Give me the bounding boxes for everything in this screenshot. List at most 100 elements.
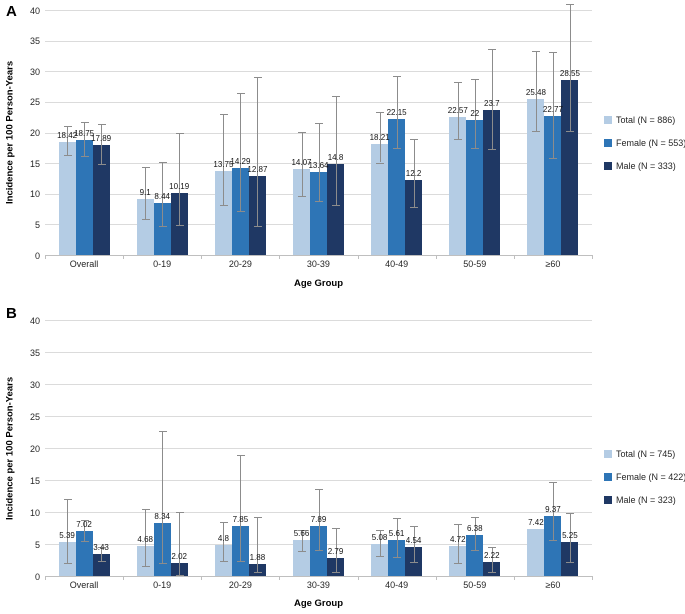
category-label: ≥60 — [545, 580, 561, 590]
error-bar-cap-bottom — [315, 549, 323, 551]
y-tick-label: 20 — [29, 443, 40, 454]
error-bar-cap-top — [253, 77, 262, 79]
value-label: 2.79 — [327, 547, 344, 557]
error-bar-cap-top — [488, 546, 497, 548]
error-bar-line — [413, 526, 415, 562]
error-bar-cap-bottom — [488, 149, 497, 150]
legend-label: Female (N = 553) — [616, 138, 685, 148]
value-label: 4.68 — [137, 535, 153, 544]
value-label: 17.89 — [91, 134, 112, 144]
error-bar-cap-top — [315, 489, 323, 490]
legend-label: Male (N = 333) — [616, 161, 676, 171]
value-label: 5.39 — [59, 530, 75, 540]
bar — [466, 535, 484, 576]
error-bar-cap-bottom — [566, 561, 575, 563]
bar — [527, 98, 545, 255]
error-bar-cap-bottom — [549, 540, 558, 542]
gridline — [45, 448, 592, 449]
value-label: 18.75 — [74, 129, 95, 139]
error-bar-line — [569, 512, 571, 562]
error-bar-cap-top — [97, 546, 106, 548]
x-axis-tick — [435, 255, 437, 259]
value-label: 28.55 — [559, 69, 580, 79]
value-label: 22.57 — [447, 105, 468, 115]
error-bar-cap-bottom — [158, 562, 167, 564]
error-bar-cap-bottom — [376, 556, 385, 558]
error-bar-cap-bottom — [566, 131, 575, 133]
bar — [544, 516, 562, 576]
value-label: 4.54 — [405, 535, 422, 545]
error-bar-cap-top — [332, 528, 340, 529]
legend-swatch — [604, 496, 612, 504]
error-bar-cap-bottom — [315, 201, 323, 203]
y-tick-label: 25 — [29, 411, 40, 422]
x-axis-tick — [279, 255, 281, 259]
x-axis-tick — [123, 255, 125, 259]
legend-label: Male (N = 323) — [616, 495, 676, 505]
error-bar-cap-top — [393, 518, 402, 520]
error-bar-cap-top — [298, 131, 306, 133]
value-label: 22.77 — [542, 104, 563, 114]
value-label: 9.37 — [545, 505, 561, 514]
x-axis-tick — [201, 576, 203, 580]
error-bar-line — [179, 133, 181, 225]
x-axis-tick — [123, 576, 125, 580]
error-bar-line — [552, 51, 554, 158]
error-bar-line — [535, 51, 537, 131]
error-bar-line — [162, 431, 164, 563]
x-axis-tick — [357, 576, 359, 580]
bar — [92, 145, 110, 255]
x-axis-tick — [357, 255, 359, 259]
error-bar-line — [474, 78, 476, 148]
error-bar-cap-top — [236, 92, 245, 94]
error-bar-line — [335, 528, 337, 573]
error-bar-cap-top — [63, 125, 72, 127]
error-bar-cap-top — [566, 512, 575, 514]
error-bar-line — [396, 76, 398, 149]
y-tick-label: 30 — [29, 379, 40, 390]
error-bar-cap-top — [532, 51, 541, 52]
panel-a-x-axis-title: Age Group — [293, 278, 344, 289]
error-bar-cap-bottom — [141, 565, 150, 567]
error-bar-cap-bottom — [298, 551, 306, 552]
error-bar-cap-bottom — [80, 540, 89, 542]
error-bar-line — [396, 518, 398, 557]
error-bar-line — [179, 512, 181, 575]
panel-a-y-axis-title: Incidence per 100 Person-Years — [4, 60, 16, 205]
error-bar-cap-bottom — [332, 204, 340, 206]
error-bar-cap-top — [97, 123, 106, 125]
x-axis-tick — [513, 576, 515, 580]
error-bar-line — [101, 546, 103, 562]
panel-b-x-axis-title: Age Group — [293, 598, 344, 609]
panel-a-label: A — [6, 3, 17, 20]
panel-b-label: B — [6, 305, 17, 322]
bar — [310, 171, 327, 255]
bar — [327, 164, 344, 255]
error-bar-line — [413, 139, 415, 207]
error-bar-cap-top — [253, 516, 262, 518]
bar — [153, 203, 171, 255]
error-bar-cap-bottom — [219, 561, 228, 563]
error-bar-line — [257, 516, 259, 572]
bar — [544, 115, 562, 255]
bar — [92, 554, 110, 576]
error-bar-cap-top — [332, 95, 340, 97]
category-label: 30-39 — [306, 580, 330, 590]
bar — [214, 170, 232, 255]
y-tick-label: 30 — [29, 66, 40, 77]
error-bar-line — [145, 166, 147, 219]
error-bar-cap-top — [454, 81, 463, 83]
y-tick-label: 35 — [29, 36, 40, 47]
error-bar-cap-bottom — [393, 556, 402, 558]
error-bar-cap-top — [488, 48, 497, 50]
error-bar-line — [457, 523, 459, 564]
value-label: 3.43 — [93, 543, 109, 552]
value-label: 18.42 — [57, 131, 78, 141]
error-bar-cap-top — [549, 481, 558, 483]
error-bar-cap-bottom — [63, 562, 72, 564]
error-bar-cap-top — [80, 520, 89, 522]
error-bar-cap-top — [454, 523, 463, 525]
bar — [75, 140, 93, 255]
y-tick-label: 10 — [29, 507, 40, 518]
